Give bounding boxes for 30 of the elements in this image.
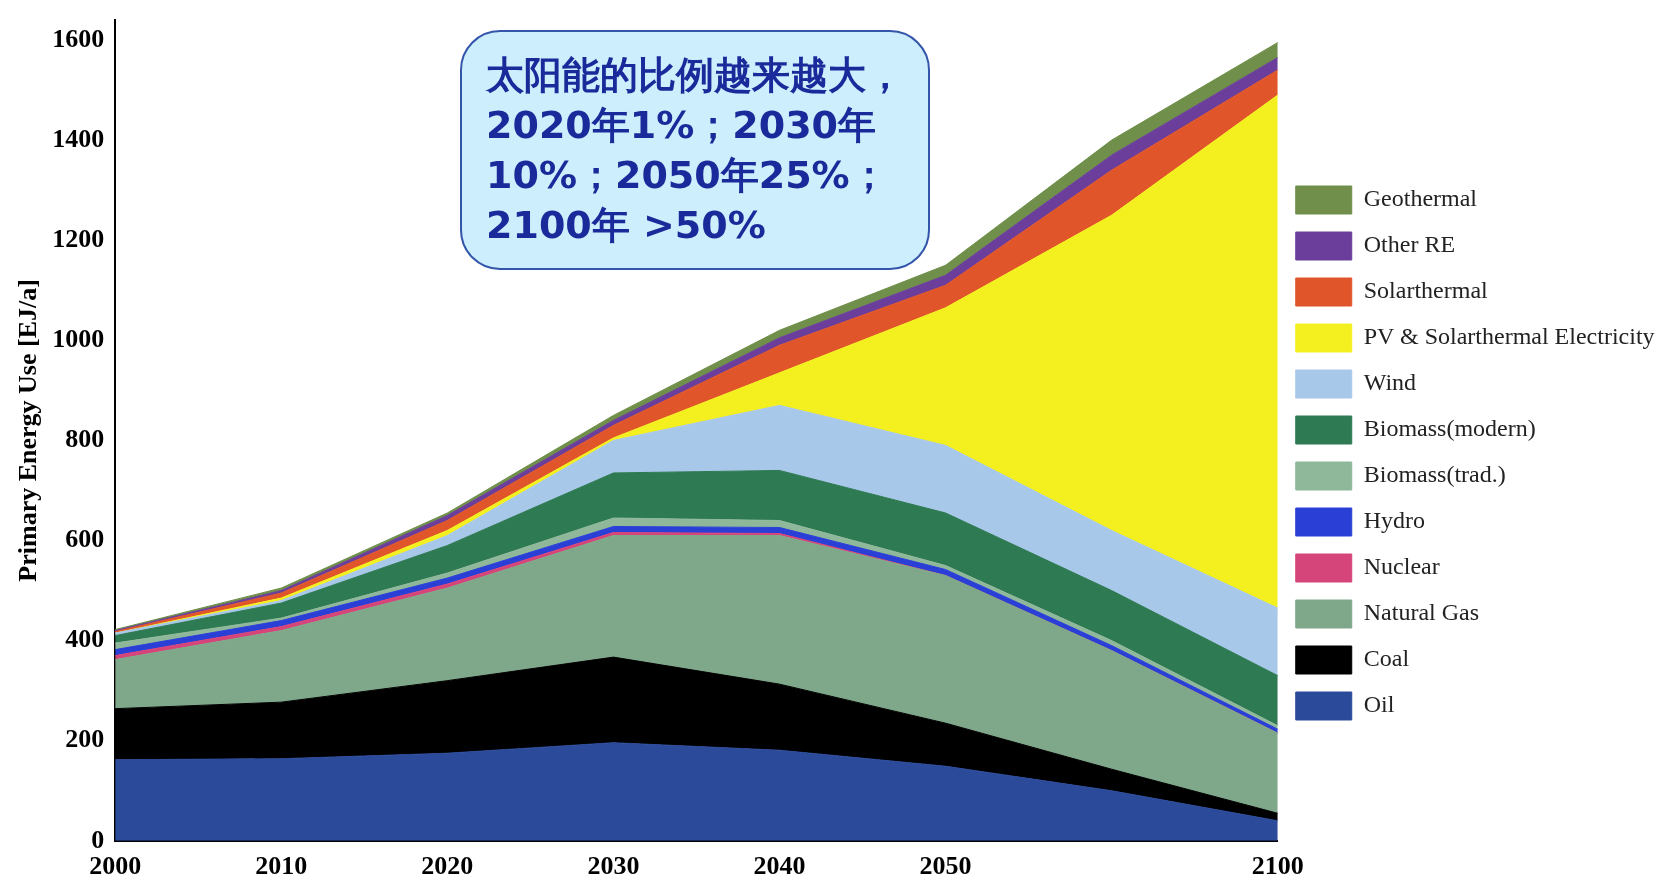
- x-tick-label: 2000: [89, 851, 142, 881]
- y-tick-label: 1400: [52, 123, 105, 153]
- annotation: 太阳能的比例越来越大，2020年1%；2030年10%；2050年25%；2100年 >50%: [460, 30, 930, 270]
- legend-label: Biomass(trad.): [1363, 461, 1506, 488]
- y-tick-label: 1000: [52, 324, 105, 354]
- y-tick-label: 1200: [52, 223, 105, 253]
- y-tick-label: 0: [91, 824, 105, 854]
- legend-label: Coal: [1363, 645, 1410, 672]
- x-tick-label: 2100: [1251, 851, 1304, 881]
- x-tick-label: 2030: [587, 851, 640, 881]
- legend-label: Hydro: [1363, 507, 1426, 534]
- y-tick-label: 200: [65, 724, 105, 754]
- legend-label: Geothermal: [1363, 185, 1478, 212]
- y-axis-title: Primary Energy Use [EJ/a]: [13, 279, 43, 582]
- legend-label: Oil: [1363, 691, 1395, 718]
- y-tick-label: 1600: [52, 23, 105, 53]
- legend-label: Solarthermal: [1363, 277, 1489, 304]
- y-tick-label: 800: [65, 424, 105, 454]
- legend-label: Natural Gas: [1363, 599, 1480, 626]
- legend-label: Other RE: [1363, 231, 1456, 258]
- y-tick-label: 400: [65, 624, 105, 654]
- x-tick-label: 2050: [919, 851, 972, 881]
- x-tick-label: 2010: [255, 851, 308, 881]
- legend-label: Wind: [1363, 369, 1417, 396]
- x-tick-label: 2020: [421, 851, 474, 881]
- legend-label: Biomass(modern): [1363, 415, 1536, 442]
- y-tick-label: 600: [65, 524, 105, 554]
- legend-label: PV & Solarthermal Electricity: [1363, 323, 1655, 350]
- x-tick-label: 2040: [753, 851, 806, 881]
- legend-label: Nuclear: [1363, 553, 1440, 580]
